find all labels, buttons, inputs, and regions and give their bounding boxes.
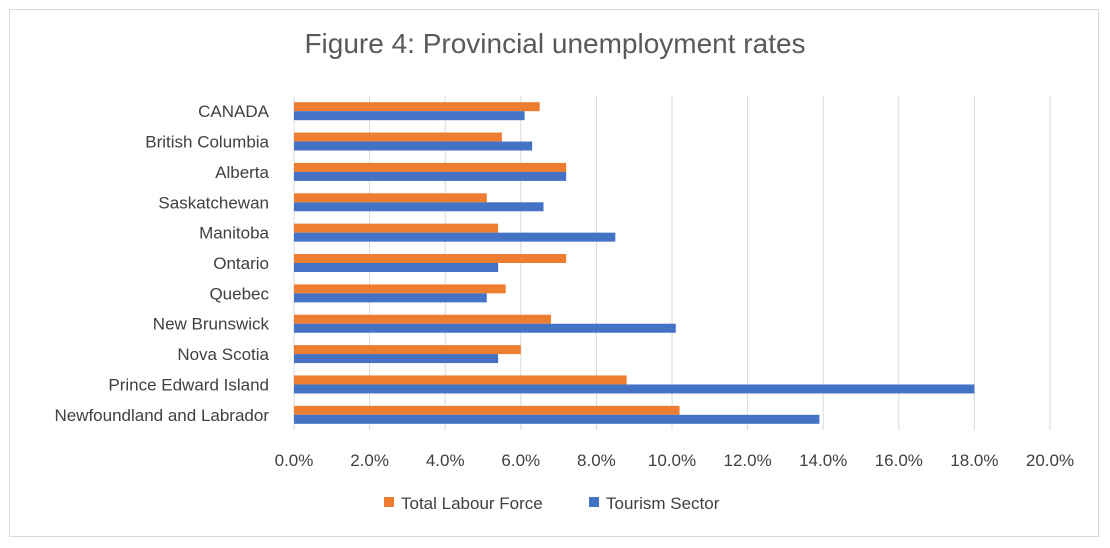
x-tick-label: 6.0%	[501, 451, 540, 470]
bar-tourism-sector	[294, 141, 533, 151]
category-label: Prince Edward Island	[108, 375, 269, 394]
bar-total-labour-force	[294, 314, 552, 324]
x-tick-label: 20.0%	[1026, 451, 1074, 470]
bar-total-labour-force	[294, 405, 680, 415]
category-labels: CANADA British Columbia Alberta Saskatchewa…	[54, 102, 269, 425]
category-label: New Brunswick	[153, 315, 270, 334]
category-label: Ontario	[213, 254, 269, 273]
category-label: Nova Scotia	[177, 345, 269, 364]
bar-tourism-sector	[294, 323, 676, 333]
bar-total-labour-force	[294, 102, 540, 112]
x-tick-label: 8.0%	[577, 451, 616, 470]
bar-tourism-sector	[294, 384, 975, 394]
bar-total-labour-force	[294, 132, 502, 142]
bar-tourism-sector	[294, 354, 499, 364]
category-label: Manitoba	[199, 224, 269, 243]
x-tick-label: 12.0%	[723, 451, 771, 470]
bar-total-labour-force	[294, 284, 506, 294]
bar-tourism-sector	[294, 171, 567, 181]
x-tick-label: 16.0%	[875, 451, 923, 470]
category-label: Quebec	[209, 284, 269, 303]
bar-total-labour-force	[294, 223, 499, 233]
legend-swatch	[384, 497, 394, 507]
x-tick-label: 18.0%	[950, 451, 998, 470]
category-label: CANADA	[198, 102, 270, 121]
bars	[294, 102, 975, 424]
bar-tourism-sector	[294, 263, 499, 272]
bar-total-labour-force	[294, 193, 487, 203]
category-label: Newfoundland and Labrador	[54, 406, 269, 425]
x-tick-label: 4.0%	[426, 451, 465, 470]
chart-frame	[9, 9, 1099, 537]
bar-total-labour-force	[294, 162, 567, 172]
legend-label: Total Labour Force	[401, 494, 543, 513]
bar-total-labour-force	[294, 345, 521, 355]
legend-swatch	[589, 497, 599, 507]
x-tick-label: 10.0%	[648, 451, 696, 470]
bar-tourism-sector	[294, 232, 616, 242]
x-tick-label: 14.0%	[799, 451, 847, 470]
legend-label: Tourism Sector	[606, 494, 720, 513]
category-label: Alberta	[215, 163, 269, 182]
bar-tourism-sector	[294, 111, 525, 121]
grid-lines	[293, 96, 1051, 430]
legend: Total Labour Force Tourism Sector	[384, 494, 720, 513]
x-tick-label: 0.0%	[275, 451, 314, 470]
chart-title: Figure 4: Provincial unemployment rates	[304, 28, 806, 59]
x-tick-label: 2.0%	[350, 451, 389, 470]
bar-total-labour-force	[294, 254, 567, 263]
category-label: Saskatchewan	[158, 193, 269, 212]
bar-tourism-sector	[294, 202, 544, 212]
bar-tourism-sector	[294, 293, 487, 303]
bar-tourism-sector	[294, 414, 820, 424]
category-label: British Columbia	[145, 133, 269, 152]
x-tick-labels: 0.0% 2.0% 4.0% 6.0% 8.0% 10.0% 12.0% 14.0% 16.0%…	[275, 451, 1074, 470]
bar-total-labour-force	[294, 375, 627, 385]
